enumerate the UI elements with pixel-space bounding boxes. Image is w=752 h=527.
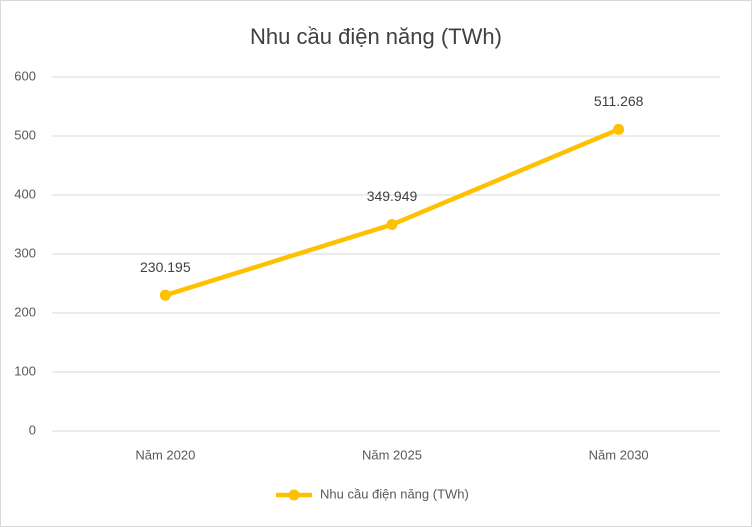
data-label: 230.195 bbox=[140, 259, 191, 275]
y-tick-label: 400 bbox=[14, 186, 36, 201]
x-tick-label: Năm 2030 bbox=[589, 447, 649, 462]
data-label: 511.268 bbox=[594, 93, 644, 109]
legend-marker bbox=[288, 489, 300, 501]
y-tick-label: 0 bbox=[29, 422, 36, 437]
x-tick-label: Năm 2025 bbox=[362, 447, 422, 462]
x-tick-label: Năm 2020 bbox=[135, 447, 195, 462]
data-label: 349.949 bbox=[367, 188, 418, 204]
y-tick-label: 200 bbox=[14, 304, 36, 319]
y-tick-label: 600 bbox=[14, 68, 36, 83]
y-tick-label: 500 bbox=[14, 127, 36, 142]
marker bbox=[613, 123, 625, 135]
chart-title: Nhu cầu điện năng (TWh) bbox=[250, 24, 502, 49]
legend-label: Nhu cầu điện năng (TWh) bbox=[320, 486, 469, 501]
y-tick-label: 300 bbox=[14, 245, 36, 260]
y-tick-label: 100 bbox=[14, 363, 36, 378]
marker bbox=[159, 289, 171, 301]
marker bbox=[386, 219, 398, 231]
